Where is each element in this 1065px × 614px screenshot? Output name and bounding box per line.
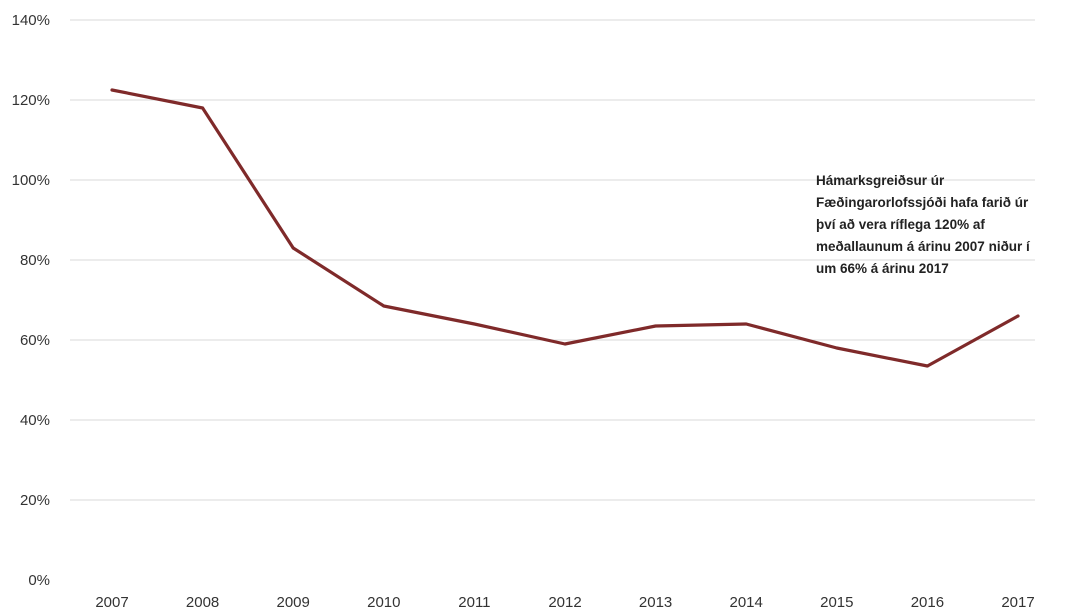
data-point-2009 (291, 246, 295, 250)
data-point-2013 (654, 324, 658, 328)
x-tick-label: 2013 (639, 594, 672, 611)
y-tick-label: 140% (12, 12, 50, 29)
data-point-2008 (201, 106, 205, 110)
data-point-2014 (744, 322, 748, 326)
data-point-2017 (1016, 314, 1020, 318)
y-tick-label: 60% (20, 332, 50, 349)
y-tick-label: 20% (20, 492, 50, 509)
data-point-2012 (563, 342, 567, 346)
y-tick-label: 120% (12, 92, 50, 109)
annotation-line-3: því að vera ríflega 120% af (816, 217, 985, 232)
series-layer (110, 88, 1020, 368)
chart-annotation: Hámarksgreiðsur úr Fæðingarorlofssjóði h… (816, 170, 1048, 280)
annotation-line-1: Hámarksgreiðsur úr (816, 173, 945, 188)
x-tick-label: 2014 (730, 594, 763, 611)
data-point-2010 (382, 304, 386, 308)
data-point-2015 (835, 346, 839, 350)
data-point-2011 (472, 322, 476, 326)
x-tick-label: 2012 (548, 594, 581, 611)
x-tick-label: 2007 (95, 594, 128, 611)
annotation-line-5: um 66% á árinu 2017 (816, 261, 949, 276)
x-tick-label: 2011 (458, 594, 490, 611)
y-axis-ticks: 0% 20% 40% 60% 80% 100% 120% 140% (12, 12, 50, 589)
y-tick-label: 0% (28, 572, 50, 589)
x-tick-label: 2015 (820, 594, 853, 611)
x-tick-label: 2009 (277, 594, 310, 611)
x-axis-ticks: 2007 2008 2009 2010 2011 2012 2013 2014 2015 2016… (95, 594, 1034, 611)
y-tick-label: 40% (20, 412, 50, 429)
x-tick-label: 2010 (367, 594, 400, 611)
y-tick-label: 80% (20, 252, 50, 269)
annotation-line-2: Fæðingarorlofssjóði hafa farið úr (816, 195, 1029, 210)
x-tick-label: 2017 (1001, 594, 1034, 611)
y-tick-label: 100% (12, 172, 50, 189)
x-tick-label: 2008 (186, 594, 219, 611)
x-tick-label: 2016 (911, 594, 944, 611)
data-point-2007 (110, 88, 114, 92)
annotation-line-4: meðallaunum á árinu 2007 niður í (816, 239, 1030, 254)
data-point-2016 (925, 364, 929, 368)
